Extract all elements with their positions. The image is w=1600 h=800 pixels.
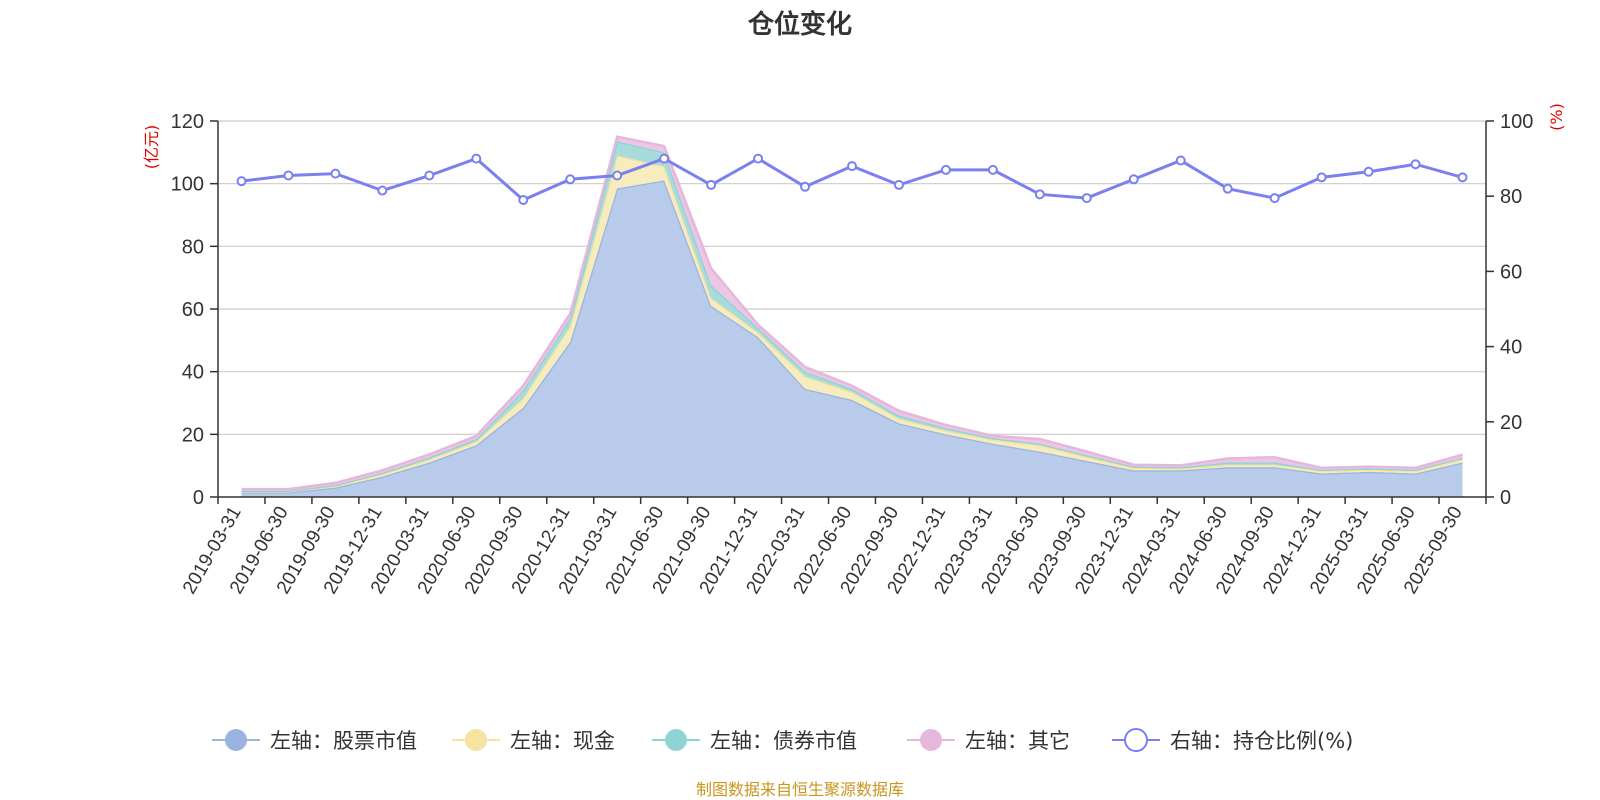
ratio-point[interactable]: [330, 168, 341, 179]
ratio-point[interactable]: [659, 153, 670, 164]
legend-marker: [225, 729, 247, 751]
ratio-point[interactable]: [424, 170, 435, 181]
right-tick-label: 20: [1500, 412, 1522, 434]
ratio-point[interactable]: [565, 174, 576, 185]
ratio-point[interactable]: [518, 194, 529, 205]
source-note: 制图数据来自恒生聚源数据库: [696, 780, 904, 799]
legend-item-5[interactable]: 右轴：持仓比例(%): [1112, 728, 1353, 753]
left-tick-label: 60: [182, 299, 204, 321]
legend-marker: [1124, 728, 1148, 752]
left-tick-label: 120: [171, 111, 204, 133]
ratio-point[interactable]: [236, 176, 247, 187]
left-axis-unit: (亿元): [142, 125, 161, 170]
left-tick-label: 100: [171, 174, 204, 196]
ratio-point[interactable]: [800, 181, 811, 192]
left-tick-label: 40: [182, 362, 204, 384]
left-axis-unit-label: (亿元): [142, 125, 161, 170]
ratio-point[interactable]: [893, 179, 904, 190]
legend-marker: [465, 729, 487, 751]
right-tick-label: 60: [1500, 261, 1522, 283]
right-tick-label: 80: [1500, 186, 1522, 208]
ratio-point[interactable]: [1363, 166, 1374, 177]
ratio-point[interactable]: [471, 153, 482, 164]
ratio-point[interactable]: [847, 161, 857, 172]
grid-lines: [218, 120, 1486, 435]
ratio-point[interactable]: [987, 164, 998, 175]
legend-label: 左轴：债券市值: [710, 729, 857, 753]
ratio-point[interactable]: [1222, 183, 1233, 194]
legend-marker: [920, 729, 942, 751]
ratio-point[interactable]: [1457, 172, 1468, 183]
ratio-point[interactable]: [377, 185, 388, 196]
ratio-point[interactable]: [1081, 193, 1092, 204]
legend-label: 左轴：股票市值: [270, 729, 417, 753]
ratio-point[interactable]: [753, 153, 764, 164]
area-series-4-edge: [241, 135, 1463, 491]
left-tick-label: 0: [193, 487, 204, 509]
ratio-point[interactable]: [612, 170, 623, 181]
ratio-point[interactable]: [1128, 174, 1139, 185]
right-tick-label: 100: [1500, 111, 1533, 133]
legend-label: 左轴：现金: [510, 729, 615, 753]
ratio-point[interactable]: [1175, 155, 1186, 166]
legend-item-2[interactable]: 左轴：现金: [452, 729, 615, 753]
right-axis-unit: (%): [1547, 103, 1566, 131]
ratio-point[interactable]: [1316, 172, 1327, 183]
left-tick-label: 20: [182, 424, 204, 446]
legend-label: 右轴：持仓比例(%): [1170, 729, 1353, 753]
left-tick-label: 80: [182, 236, 204, 258]
ratio-point[interactable]: [1269, 193, 1280, 204]
ratio-line: [236, 153, 1468, 205]
right-axis-unit-label: (%): [1547, 103, 1566, 131]
chart-title: 仓位变化: [747, 9, 852, 40]
right-tick-label: 40: [1500, 337, 1522, 359]
legend[interactable]: 左轴：股票市值 左轴：现金 左轴：债券市值 左轴：其它 右轴：持仓比例(%): [212, 728, 1353, 753]
stacked-areas: [241, 135, 1463, 498]
legend-item-3[interactable]: 左轴：债券市值: [652, 729, 857, 753]
legend-item-4[interactable]: 左轴：其它: [907, 729, 1070, 753]
legend-marker: [665, 729, 687, 751]
ratio-point[interactable]: [940, 164, 951, 175]
ratio-point[interactable]: [1034, 189, 1045, 200]
area-series-1: [241, 180, 1463, 498]
legend-label: 左轴：其它: [965, 729, 1070, 753]
ratio-point[interactable]: [283, 170, 294, 181]
legend-item-1[interactable]: 左轴：股票市值: [212, 729, 417, 753]
ratio-point[interactable]: [706, 179, 717, 190]
right-tick-label: 0: [1500, 487, 1511, 509]
ratio-point[interactable]: [1410, 159, 1421, 170]
